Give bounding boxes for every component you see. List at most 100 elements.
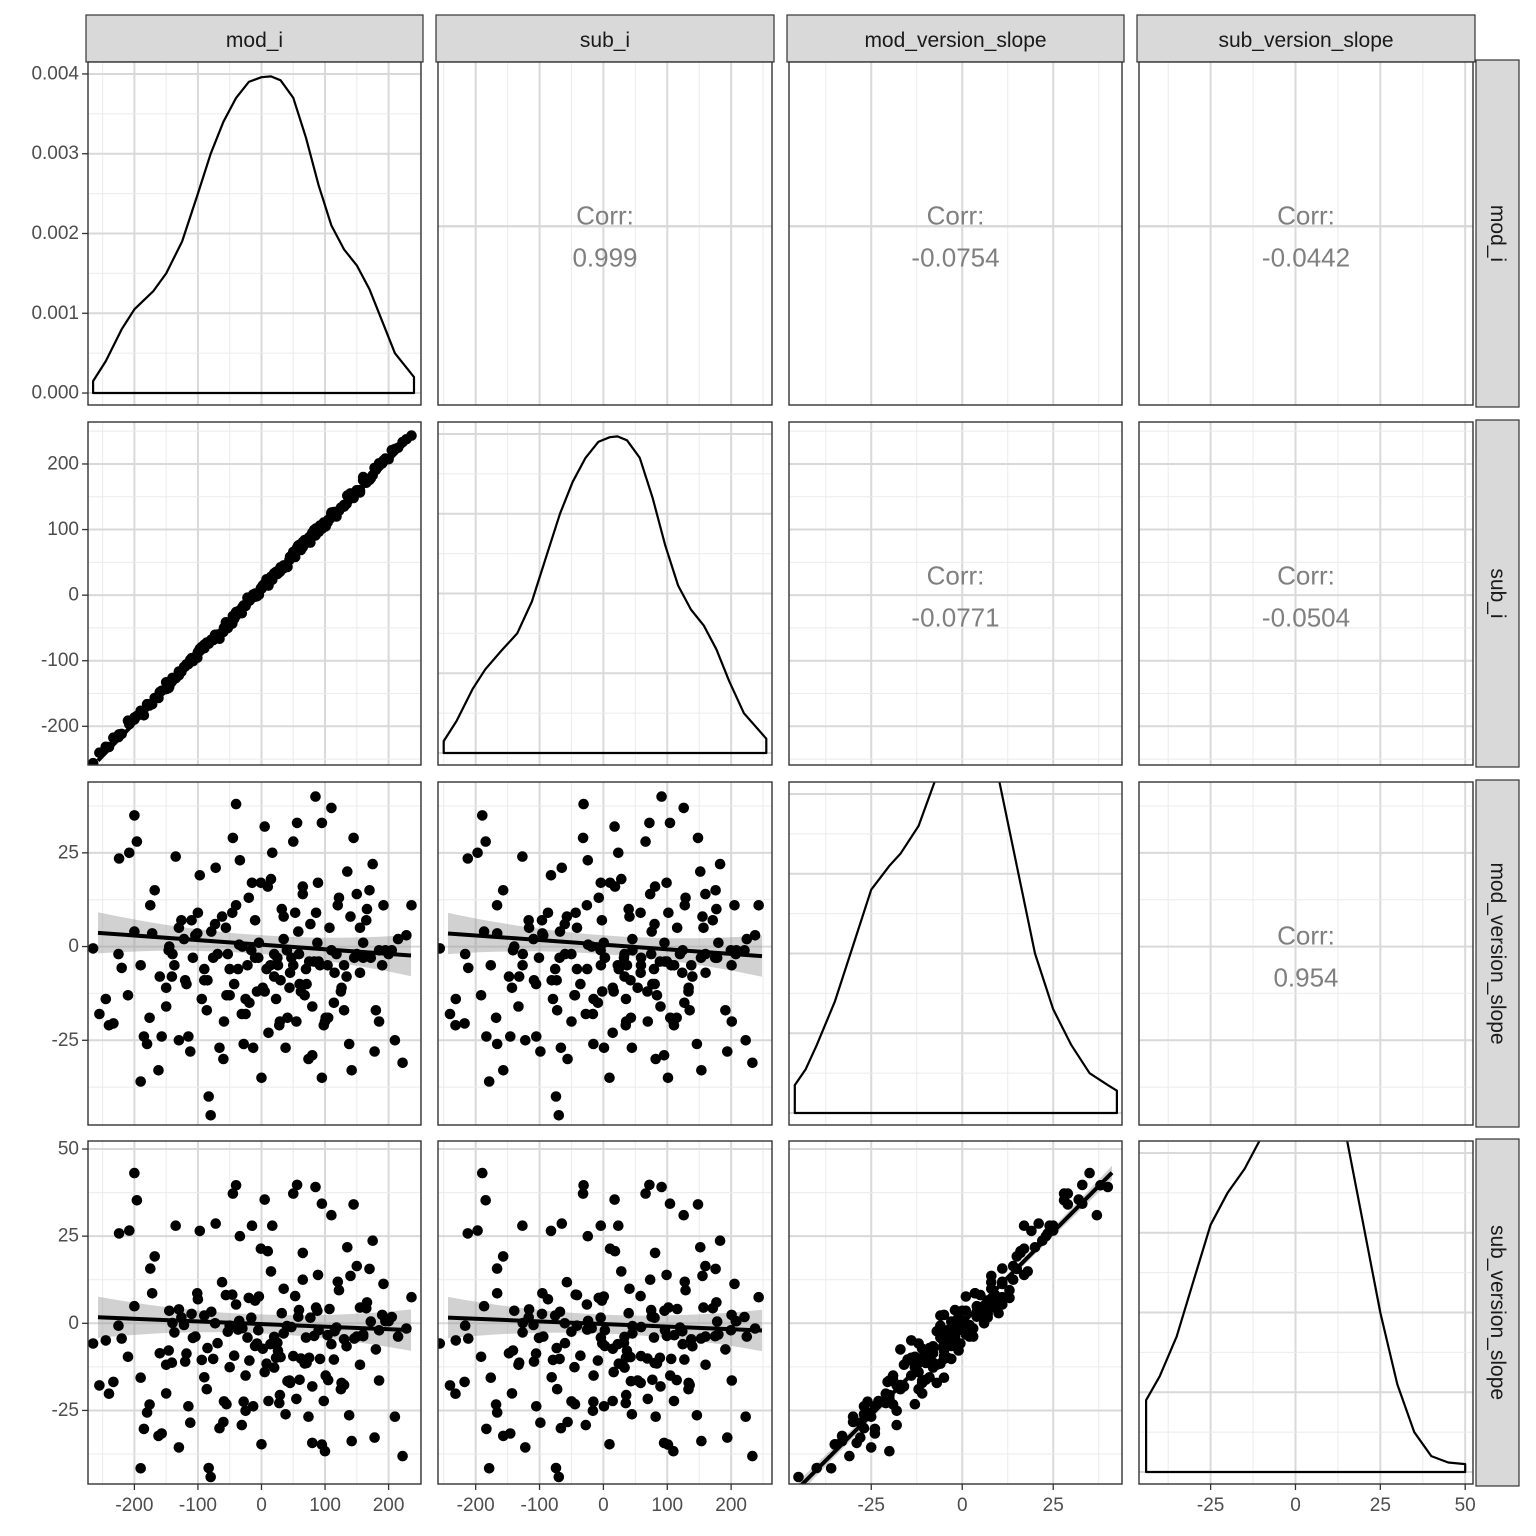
panel-border bbox=[87, 421, 422, 766]
panel-border bbox=[788, 1140, 1123, 1485]
data-point bbox=[116, 1333, 127, 1344]
data-point bbox=[289, 1290, 301, 1302]
data-point bbox=[293, 540, 304, 551]
data-point bbox=[154, 971, 166, 982]
data-point bbox=[224, 963, 235, 975]
data-point bbox=[679, 1354, 690, 1365]
data-point bbox=[665, 1353, 677, 1365]
data-point bbox=[242, 960, 253, 971]
data-point bbox=[228, 978, 240, 990]
strip-background bbox=[1475, 419, 1520, 768]
data-point bbox=[604, 1439, 615, 1450]
data-point bbox=[683, 1383, 694, 1395]
data-point bbox=[307, 1381, 318, 1392]
data-point bbox=[153, 1065, 164, 1076]
data-point bbox=[278, 933, 290, 945]
data-point bbox=[293, 948, 305, 960]
data-point bbox=[975, 1289, 986, 1301]
data-point bbox=[677, 967, 688, 979]
data-point bbox=[199, 1372, 210, 1383]
data-point bbox=[625, 975, 636, 986]
data-point bbox=[938, 1309, 950, 1321]
data-point bbox=[658, 1050, 670, 1061]
data-point bbox=[517, 851, 528, 862]
data-point bbox=[596, 1295, 608, 1306]
data-point bbox=[316, 1072, 328, 1084]
confidence-band bbox=[799, 1165, 1112, 1484]
data-point bbox=[982, 1303, 993, 1314]
data-point bbox=[135, 1372, 146, 1383]
data-point bbox=[931, 1359, 943, 1371]
data-point bbox=[234, 855, 246, 866]
data-point bbox=[249, 915, 261, 926]
data-point bbox=[236, 1419, 248, 1431]
data-point bbox=[146, 1288, 158, 1299]
data-point bbox=[113, 1228, 125, 1239]
data-point bbox=[700, 1260, 711, 1272]
data-point bbox=[450, 1388, 461, 1399]
data-point bbox=[210, 1218, 221, 1229]
panel-border bbox=[1138, 781, 1474, 1126]
data-point bbox=[201, 1005, 213, 1016]
data-point bbox=[108, 1018, 119, 1029]
data-point bbox=[491, 1038, 503, 1050]
data-point bbox=[535, 1417, 546, 1428]
data-point bbox=[472, 847, 483, 859]
data-point bbox=[649, 1247, 661, 1259]
data-point bbox=[94, 1008, 105, 1020]
data-point bbox=[240, 1370, 251, 1381]
data-point bbox=[160, 1359, 172, 1371]
data-point bbox=[530, 1348, 542, 1359]
data-point bbox=[1004, 1292, 1015, 1304]
data-point bbox=[291, 1016, 302, 1027]
data-point bbox=[149, 1251, 160, 1262]
panel-sub_version_slope-vs-mod_i bbox=[87, 1140, 422, 1485]
row-strip-mod_version_slope: mod_version_slope bbox=[1475, 779, 1520, 1128]
data-point bbox=[169, 1327, 180, 1338]
data-point bbox=[578, 798, 589, 810]
data-point bbox=[642, 1016, 654, 1027]
data-point bbox=[740, 1411, 751, 1422]
data-point bbox=[561, 1276, 573, 1288]
data-point bbox=[520, 1442, 531, 1453]
data-point bbox=[569, 1361, 580, 1373]
data-point bbox=[129, 810, 140, 821]
data-point bbox=[206, 1306, 217, 1318]
data-point bbox=[397, 1450, 408, 1462]
data-point bbox=[113, 1320, 124, 1331]
data-point bbox=[687, 1341, 698, 1352]
data-point bbox=[230, 798, 242, 810]
data-point bbox=[592, 1355, 604, 1366]
regression-line bbox=[97, 1315, 412, 1333]
data-point bbox=[227, 832, 239, 844]
x-tick-label: -100 bbox=[521, 1495, 559, 1516]
panel-mod_version_slope-vs-mod_version_slope bbox=[788, 781, 1123, 1126]
data-point bbox=[537, 928, 548, 939]
data-point bbox=[196, 993, 208, 1005]
data-point bbox=[194, 870, 206, 881]
data-point bbox=[707, 1303, 719, 1314]
data-point bbox=[545, 1225, 557, 1237]
y-axis-mod_version_slope: -25 0 25 bbox=[52, 842, 88, 1051]
data-point bbox=[346, 1435, 358, 1447]
data-point bbox=[753, 1291, 764, 1303]
y-tick-label: 100 bbox=[47, 519, 79, 540]
data-point bbox=[664, 1198, 676, 1209]
data-point bbox=[517, 948, 529, 960]
data-point bbox=[551, 1383, 563, 1395]
data-point bbox=[201, 1383, 213, 1395]
data-point bbox=[364, 885, 375, 896]
data-point bbox=[720, 1005, 731, 1016]
data-point bbox=[481, 1031, 492, 1042]
data-point bbox=[282, 1012, 293, 1024]
data-point bbox=[380, 1315, 391, 1327]
data-point bbox=[135, 960, 146, 971]
data-point bbox=[278, 911, 290, 922]
x-tick-label: -200 bbox=[115, 1495, 153, 1516]
data-point bbox=[533, 952, 545, 964]
x-tick-label: -200 bbox=[457, 1495, 495, 1516]
data-point bbox=[263, 1395, 274, 1407]
data-point bbox=[661, 877, 672, 889]
data-point bbox=[624, 911, 635, 922]
data-point bbox=[624, 1283, 635, 1295]
